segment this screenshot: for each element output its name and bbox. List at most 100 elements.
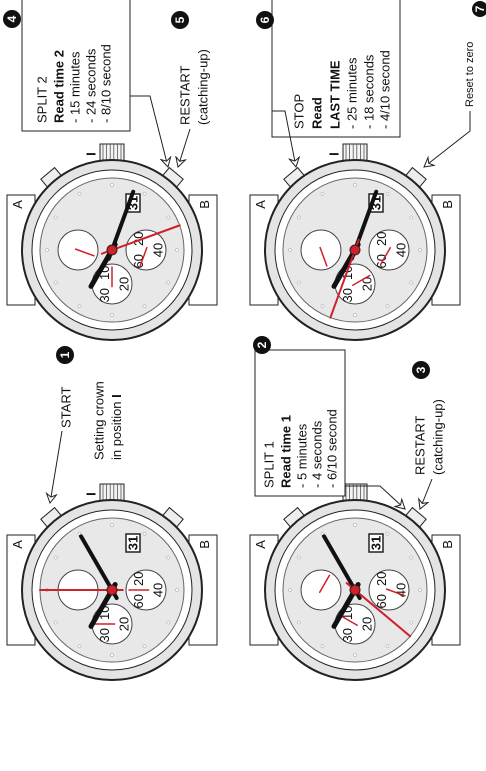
pusher-label: A: [253, 540, 268, 549]
subdial-label: 60: [131, 594, 146, 608]
subdial-hand: [339, 614, 358, 627]
hour-dot: [110, 523, 114, 527]
hour-dot: [409, 620, 414, 625]
subdial-hand: [74, 248, 95, 257]
step-badge: [472, 1, 486, 17]
step-line: - 24 seconds: [83, 48, 98, 123]
arrow: [272, 110, 296, 167]
subdial-hand: [319, 246, 328, 267]
step-1: START 1 Setting crown in position I: [50, 346, 124, 503]
subdial-label: 40: [393, 243, 408, 257]
hour-dot: [353, 183, 357, 187]
landscape-group: ABI30102060204031ABI30102060204031ABI301…: [3, 0, 486, 681]
date: 31: [368, 536, 383, 550]
step-number: 4: [5, 15, 19, 22]
step-line: - 15 minutes: [67, 51, 82, 123]
hour-dot: [288, 248, 292, 252]
subdial-label: 60: [374, 254, 389, 268]
hour-dot: [45, 248, 49, 252]
hour-dot: [142, 531, 147, 536]
arrow: [178, 128, 191, 167]
step-box: [271, 0, 401, 138]
step-number: 7: [473, 5, 486, 12]
subdial-label: 20: [359, 617, 374, 631]
hour-dot: [409, 215, 414, 220]
step-number: 2: [255, 341, 269, 348]
hour-dot: [418, 248, 422, 252]
step-note: Setting crown: [91, 381, 106, 460]
step-title: SPLIT 1: [261, 441, 276, 488]
step-5: 5 RESTART (catching-up): [171, 11, 210, 167]
step-box: [21, 0, 131, 132]
step-3: 3 RESTART (catching-up): [412, 361, 445, 509]
subdial-label: 30: [97, 628, 112, 642]
hour-dot: [110, 183, 114, 187]
step-line: - 6/10 second: [324, 409, 339, 488]
step-badge: [256, 11, 274, 29]
hour-dot: [320, 644, 325, 649]
subdial-label: 20: [374, 232, 389, 246]
step-badge: [171, 11, 189, 29]
step-line: - 4 seconds: [309, 420, 324, 488]
subdial-hand: [352, 274, 371, 287]
hour-dot: [385, 531, 390, 536]
hour-dot: [77, 191, 82, 196]
pusher-label: A: [10, 200, 25, 209]
subdial-label: 60: [374, 594, 389, 608]
hour-dot: [175, 588, 179, 592]
hour-dot: [53, 215, 58, 220]
step-2: 2 SPLIT 1 Read time 1 - 5 minutes - 4 se…: [253, 336, 405, 509]
step-line: - 8/10 second: [98, 44, 113, 123]
subdial-label: 40: [150, 583, 165, 597]
hour-dot: [320, 304, 325, 309]
arrow: [130, 95, 168, 167]
hour-dot: [385, 644, 390, 649]
hour-dot: [77, 304, 82, 309]
arrow: [424, 111, 471, 167]
step-line: - 5 minutes: [294, 423, 309, 488]
hour-dot: [142, 304, 147, 309]
step-number: 3: [414, 366, 428, 373]
hour-dot: [53, 280, 58, 285]
step-badge: [56, 346, 74, 364]
hour-dot: [409, 555, 414, 560]
hour-dot: [142, 644, 147, 649]
step-badge: [253, 336, 271, 354]
hour-dot: [353, 523, 357, 527]
subdial-label: 30: [340, 288, 355, 302]
crown-position: I: [109, 394, 124, 398]
subdial-label: 40: [150, 243, 165, 257]
step-box: [254, 349, 346, 497]
subdial-label: 20: [116, 277, 131, 291]
hour-dot: [77, 644, 82, 649]
hour-dot: [320, 191, 325, 196]
step-badge: [3, 10, 21, 28]
step-heading: Read time 1: [278, 415, 293, 488]
hour-dot: [166, 215, 171, 220]
hour-dot: [142, 191, 147, 196]
watches: ABI30102060204031ABI30102060204031ABI301…: [6, 143, 461, 681]
hour-dot: [53, 620, 58, 625]
hour-dot: [418, 588, 422, 592]
subdial-label: 20: [116, 617, 131, 631]
step-heading: Read: [309, 97, 324, 129]
crown-mark: I: [326, 152, 341, 156]
subdial-label: 20: [374, 572, 389, 586]
hour-dot: [296, 280, 301, 285]
pusher-label: B: [197, 540, 212, 549]
subdial-hand: [379, 247, 392, 266]
hour-dot: [166, 555, 171, 560]
hour-dot: [288, 588, 292, 592]
hour-dot: [353, 653, 357, 657]
step-title: SPLIT 2: [34, 76, 49, 123]
step-7: 7 Reset to zero: [424, 1, 486, 167]
arrow: [420, 478, 433, 509]
subdial-label: 30: [97, 288, 112, 302]
subdial-hand: [139, 246, 148, 267]
hour-dot: [385, 304, 390, 309]
step-number: 5: [173, 16, 187, 23]
step-title: STOP: [291, 94, 306, 129]
